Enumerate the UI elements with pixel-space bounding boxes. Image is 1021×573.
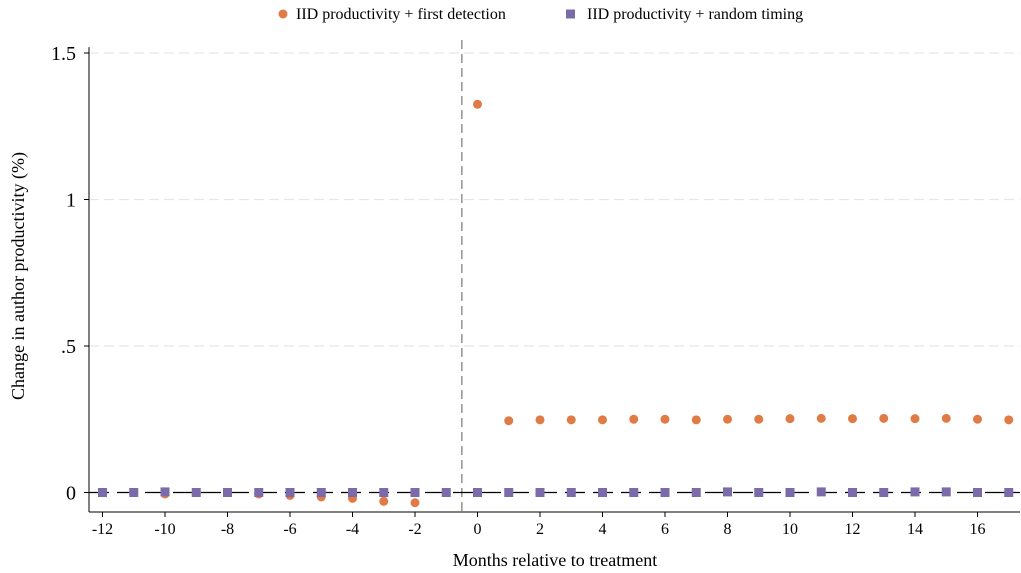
point-random-timing <box>160 487 170 497</box>
point-random-timing <box>816 487 826 497</box>
axes: 0 .5 1 1.5 -12 -10 -8 -6 -4 -2 0 2 4 6 8 10 12 14 16 <box>51 43 1020 538</box>
legend-label-first-detection: IID productivity + first detection <box>296 6 506 23</box>
point-random-timing <box>98 488 107 497</box>
point-first-detection <box>660 414 670 424</box>
point-random-timing <box>723 487 732 497</box>
point-random-timing <box>754 488 764 497</box>
point-random-timing <box>129 488 139 497</box>
x-tick-label: -12 <box>92 521 113 538</box>
point-random-timing <box>473 488 482 497</box>
point-random-timing <box>941 487 951 497</box>
point-random-timing <box>379 488 389 497</box>
point-first-detection <box>473 99 482 109</box>
point-random-timing <box>1004 488 1014 497</box>
point-first-detection <box>504 416 514 426</box>
point-random-timing <box>879 488 889 497</box>
y-axis-label: Change in author productivity (%) <box>8 152 29 400</box>
x-tick-label: 8 <box>724 521 732 538</box>
data-points <box>98 99 1014 508</box>
point-first-detection <box>910 414 920 424</box>
legend-marker-first-detection <box>278 9 288 19</box>
reference-lines <box>89 40 1020 512</box>
x-tick-label: 2 <box>536 521 544 538</box>
point-random-timing <box>223 488 232 497</box>
x-tick-label: 12 <box>845 521 861 538</box>
legend-label-random-timing: IID productivity + random timing <box>587 6 803 23</box>
point-random-timing <box>848 488 857 497</box>
point-first-detection <box>379 496 389 506</box>
point-first-detection <box>410 498 420 508</box>
point-random-timing <box>191 488 201 497</box>
y-tick-label: .5 <box>61 336 76 358</box>
point-random-timing <box>285 488 295 497</box>
x-tick-label: 10 <box>782 521 798 538</box>
point-first-detection <box>691 415 701 425</box>
x-tick-label: -10 <box>154 521 175 538</box>
point-random-timing <box>410 488 420 497</box>
point-first-detection <box>973 414 982 424</box>
point-random-timing <box>535 488 545 497</box>
x-axis-label: Months relative to treatment <box>453 550 657 570</box>
point-random-timing <box>629 488 639 497</box>
point-first-detection <box>723 414 732 424</box>
point-random-timing <box>348 488 357 497</box>
point-random-timing <box>785 488 795 497</box>
y-tick-label: 1 <box>66 190 76 212</box>
point-first-detection <box>848 414 857 424</box>
x-tick-label: 6 <box>661 521 669 538</box>
point-first-detection <box>566 415 576 425</box>
point-random-timing <box>254 488 264 497</box>
point-random-timing <box>566 488 576 497</box>
y-tick-label: 0 <box>66 483 76 505</box>
point-first-detection <box>816 413 826 423</box>
point-first-detection <box>941 413 951 423</box>
point-first-detection <box>598 415 607 425</box>
point-random-timing <box>316 488 326 497</box>
point-first-detection <box>1004 415 1014 425</box>
point-random-timing <box>691 488 701 497</box>
point-random-timing <box>910 487 920 497</box>
point-first-detection <box>629 414 639 424</box>
legend: IID productivity + first detection IID p… <box>278 6 803 23</box>
legend-marker-random-timing <box>566 9 575 19</box>
x-tick-label: 16 <box>970 521 986 538</box>
x-tick-label: 4 <box>599 521 607 538</box>
point-first-detection <box>754 414 764 424</box>
point-random-timing <box>504 488 514 497</box>
point-first-detection <box>535 415 545 425</box>
point-random-timing <box>660 488 670 497</box>
x-tick-label: -6 <box>283 521 296 538</box>
x-tick-label: -8 <box>221 521 234 538</box>
point-first-detection <box>879 413 889 423</box>
grid-lines <box>89 52 1020 347</box>
point-random-timing <box>973 488 982 497</box>
x-tick-label: 14 <box>907 521 923 538</box>
point-random-timing <box>598 488 607 497</box>
x-tick-label: -4 <box>346 521 359 538</box>
point-random-timing <box>441 488 451 497</box>
x-tick-label: 0 <box>474 521 482 538</box>
x-tick-label: -2 <box>408 521 421 538</box>
y-tick-label: 1.5 <box>51 43 76 65</box>
point-first-detection <box>785 414 795 424</box>
